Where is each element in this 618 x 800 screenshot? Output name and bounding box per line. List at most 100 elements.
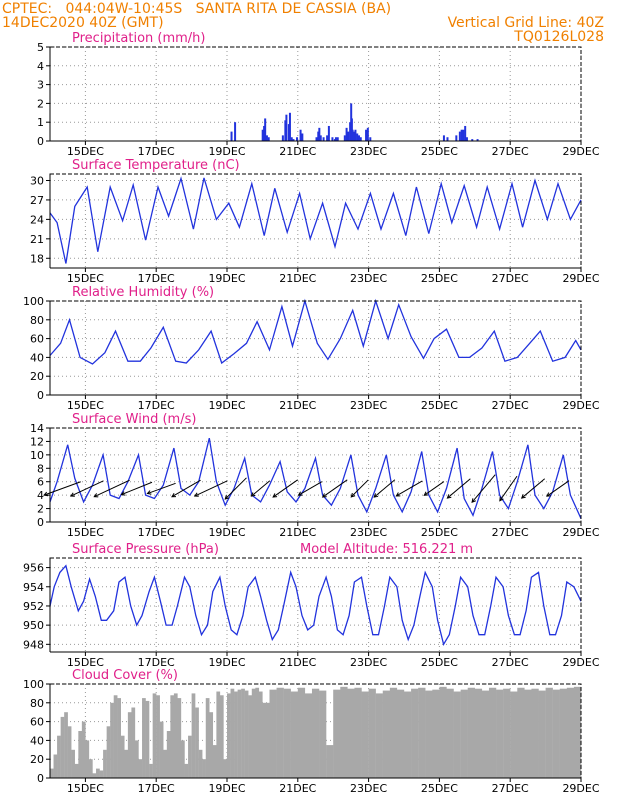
cloud-bar (510, 691, 518, 778)
cloud-bar (283, 688, 291, 778)
cloud-bar (361, 691, 369, 778)
wind-arrow (521, 478, 546, 499)
cloud-bar (269, 689, 277, 778)
precip-bar (351, 129, 354, 141)
wind-arrow (70, 480, 104, 497)
cloud-bar (195, 707, 199, 778)
cloud-bar (503, 688, 511, 778)
precip-bar (455, 135, 458, 141)
cloud-bar (573, 686, 582, 778)
y-tick-label: 956 (23, 562, 44, 575)
x-tick-label: 23DEC (350, 272, 387, 285)
y-tick-label: 2 (37, 503, 44, 516)
y-tick-label: 0 (37, 389, 44, 402)
cloud-bar (559, 688, 568, 778)
y-tick-label: 954 (23, 581, 44, 594)
precip-bar (365, 129, 368, 141)
cloud-bar (177, 698, 182, 778)
precip-bar (334, 137, 337, 141)
cloud-bar (99, 770, 104, 778)
precip-bar (458, 131, 461, 141)
cloud-bar (524, 689, 532, 778)
precip-bar (354, 129, 357, 141)
cloud-bar (202, 759, 206, 778)
x-tick-label: 15DEC (67, 272, 104, 285)
panel-title: Surface Wind (m/s) (72, 412, 196, 427)
cloud-bar (50, 768, 54, 778)
wind-arrow (147, 482, 176, 495)
precip-bar (349, 122, 352, 141)
cloud-bar (481, 690, 490, 778)
precip-bar (464, 125, 467, 141)
cloud-bar (333, 689, 341, 778)
precip-bar (442, 135, 445, 141)
precip-bar (267, 137, 270, 141)
panel-annotation: Model Altitude: 516.221 m (300, 542, 473, 557)
x-tick-label: 27DEC (492, 782, 529, 795)
wind-arrow-head (43, 491, 49, 497)
y-tick-label: 12 (30, 435, 44, 448)
cloud-bar (149, 763, 153, 778)
cloud-bar (106, 726, 111, 778)
cloud-bar (389, 687, 398, 778)
cloud-bar (85, 740, 90, 778)
precip-bar (322, 137, 325, 141)
cloud-bar (223, 759, 228, 778)
y-tick-label: 20 (30, 753, 44, 766)
x-tick-label: 19DEC (208, 145, 245, 158)
x-tick-label: 21DEC (279, 526, 316, 539)
cloud-bar (64, 712, 68, 778)
cloud-bar (163, 749, 168, 778)
y-tick-label: 8 (37, 462, 44, 475)
x-tick-label: 23DEC (350, 526, 387, 539)
wind-arrow (251, 480, 271, 497)
wind-arrow-head (423, 491, 429, 496)
cloud-bar (156, 695, 160, 778)
wind-arrow-head (146, 490, 152, 495)
wind-arrow-head (350, 492, 356, 498)
cloud-bar (241, 688, 245, 778)
cloud-bar (488, 687, 497, 778)
precip-bar (357, 135, 360, 141)
cloud-bar (124, 749, 129, 778)
series-line (49, 176, 582, 264)
x-tick-label: 19DEC (208, 782, 245, 795)
header-line1: CPTEC: 044:04W-10:45S SANTA RITA DE CASS… (2, 1, 392, 17)
cloud-bar (382, 690, 391, 778)
wind-arrow (423, 481, 445, 496)
precip-bar (230, 131, 233, 141)
wind-arrow (471, 474, 496, 503)
precip-bar (461, 133, 464, 141)
y-tick-label: 18 (30, 252, 44, 265)
panel-5: 948 950 952 954 956 15DEC 17DEC 19DEC 21DEC 23DEC… (23, 542, 600, 669)
wind-arrow-head (224, 495, 230, 500)
x-tick-label: 15DEC (67, 399, 104, 412)
precip-bar (465, 137, 468, 141)
x-tick-label: 21DEC (279, 145, 316, 158)
precip-bar (284, 120, 287, 141)
x-tick-label: 15DEC (67, 656, 104, 669)
series-line (49, 564, 582, 646)
precip-bar (299, 129, 302, 141)
series-line (49, 298, 582, 365)
cloud-bar (53, 754, 58, 778)
wind-arrow-head (93, 493, 99, 498)
cloud-bar (425, 690, 433, 778)
cloud-bar (418, 687, 426, 778)
cloud-bar (552, 689, 560, 778)
cloud-bar (446, 688, 454, 778)
y-tick-label: 0 (37, 772, 44, 785)
x-tick-label: 15DEC (67, 145, 104, 158)
y-tick-label: 6 (37, 476, 44, 489)
wind-arrow (298, 481, 323, 496)
precip-bar (359, 137, 362, 141)
cloud-bar (319, 690, 327, 778)
x-tick-label: 15DEC (67, 782, 104, 795)
x-tick-label: 27DEC (492, 526, 529, 539)
x-tick-label: 23DEC (350, 782, 387, 795)
wind-arrow-head (69, 492, 75, 497)
cloud-bar (404, 691, 412, 778)
x-tick-label: 25DEC (421, 145, 458, 158)
x-tick-label: 27DEC (492, 145, 529, 158)
y-tick-label: 24 (30, 213, 44, 226)
